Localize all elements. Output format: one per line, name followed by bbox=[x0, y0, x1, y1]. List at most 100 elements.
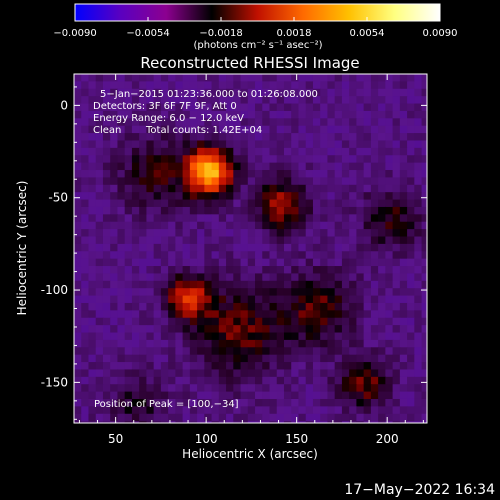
heatmap-cell bbox=[175, 81, 184, 90]
heatmap-cell bbox=[88, 384, 97, 393]
heatmap-cell bbox=[153, 221, 162, 230]
heatmap-cell bbox=[88, 273, 97, 282]
heatmap-cell bbox=[218, 221, 227, 230]
heatmap-cell bbox=[349, 332, 357, 341]
heatmap-cell bbox=[378, 317, 386, 326]
heatmap-cell bbox=[378, 177, 386, 186]
heatmap-cell bbox=[247, 325, 256, 334]
heatmap-cell bbox=[363, 347, 372, 356]
heatmap-cell bbox=[168, 170, 176, 179]
heatmap-cell bbox=[117, 266, 126, 275]
heatmap-cell bbox=[255, 162, 263, 171]
heatmap-cell bbox=[276, 103, 285, 112]
heatmap-cell bbox=[88, 170, 97, 179]
heatmap-cell bbox=[407, 243, 415, 252]
heatmap-cell bbox=[327, 376, 336, 385]
heatmap-cell bbox=[312, 406, 321, 415]
heatmap-cell bbox=[81, 96, 90, 105]
heatmap-cell bbox=[276, 266, 285, 275]
heatmap-cell bbox=[312, 384, 321, 393]
heatmap-cell bbox=[356, 384, 365, 393]
heatmap-cell bbox=[146, 421, 155, 423]
heatmap-cell bbox=[240, 362, 249, 371]
heatmap-cell bbox=[182, 266, 191, 275]
heatmap-cell bbox=[262, 170, 271, 179]
heatmap-cell bbox=[327, 103, 336, 112]
heatmap-cell bbox=[334, 110, 343, 119]
heatmap-cell bbox=[88, 280, 97, 289]
heatmap-cell bbox=[175, 413, 184, 422]
heatmap-cell bbox=[349, 354, 357, 363]
heatmap-cell bbox=[102, 258, 111, 267]
heatmap-cell bbox=[399, 421, 408, 423]
heatmap-cell bbox=[117, 406, 126, 415]
heatmap-cell bbox=[349, 251, 357, 260]
heatmap-cell bbox=[124, 214, 133, 223]
heatmap-cell bbox=[414, 295, 423, 304]
heatmap-cell bbox=[320, 347, 329, 356]
heatmap-cell bbox=[146, 236, 155, 245]
heatmap-cell bbox=[146, 96, 155, 105]
heatmap-cell bbox=[327, 88, 336, 97]
heatmap-cell bbox=[298, 406, 307, 415]
heatmap-cell bbox=[399, 325, 408, 334]
heatmap-cell bbox=[211, 376, 220, 385]
heatmap-cell bbox=[298, 162, 307, 171]
heatmap-cell bbox=[385, 325, 394, 334]
heatmap-cell bbox=[291, 302, 300, 311]
heatmap-cell bbox=[255, 229, 263, 238]
heatmap-cell bbox=[385, 177, 394, 186]
heatmap-cell bbox=[378, 354, 386, 363]
heatmap-cell bbox=[197, 192, 205, 201]
heatmap-cell bbox=[233, 310, 242, 319]
heatmap-cell bbox=[117, 170, 126, 179]
heatmap-cell bbox=[197, 155, 205, 164]
heatmap-cell bbox=[117, 214, 126, 223]
heatmap-cell bbox=[327, 206, 336, 215]
heatmap-cell bbox=[160, 214, 169, 223]
heatmap-cell bbox=[102, 103, 111, 112]
x-tick-label: 100 bbox=[195, 432, 218, 446]
heatmap-cell bbox=[414, 236, 423, 245]
heatmap-cell bbox=[399, 177, 408, 186]
heatmap-cell bbox=[81, 81, 90, 90]
heatmap-cell bbox=[211, 325, 220, 334]
heatmap-cell bbox=[189, 302, 198, 311]
heatmap-cell bbox=[320, 295, 329, 304]
heatmap-cell bbox=[211, 236, 220, 245]
heatmap-cell bbox=[399, 302, 408, 311]
heatmap-cell bbox=[356, 243, 365, 252]
heatmap-cell bbox=[146, 258, 155, 267]
heatmap-cell bbox=[334, 184, 343, 193]
heatmap-cell bbox=[153, 391, 162, 400]
heatmap-cell bbox=[407, 362, 415, 371]
heatmap-cell bbox=[74, 288, 82, 297]
heatmap-cell bbox=[283, 81, 292, 90]
heatmap-cell bbox=[276, 302, 285, 311]
heatmap-cell bbox=[95, 266, 104, 275]
heatmap-cell bbox=[276, 295, 285, 304]
heatmap-cell bbox=[320, 147, 329, 156]
heatmap-cell bbox=[139, 199, 148, 208]
heatmap-cell bbox=[218, 421, 227, 423]
heatmap-cell bbox=[175, 206, 184, 215]
heatmap-cell bbox=[233, 391, 242, 400]
heatmap-cell bbox=[226, 140, 234, 149]
heatmap-cell bbox=[399, 133, 408, 142]
heatmap-cell bbox=[95, 81, 104, 90]
heatmap-cell bbox=[378, 103, 386, 112]
heatmap-cell bbox=[247, 88, 256, 97]
heatmap-cell bbox=[414, 391, 423, 400]
heatmap-cell bbox=[168, 391, 176, 400]
heatmap-cell bbox=[320, 214, 329, 223]
heatmap-cell bbox=[349, 243, 357, 252]
heatmap-cell bbox=[240, 376, 249, 385]
heatmap-cell bbox=[334, 96, 343, 105]
heatmap-cell bbox=[283, 110, 292, 119]
heatmap-cell bbox=[189, 266, 198, 275]
heatmap-cell bbox=[320, 140, 329, 149]
heatmap-cell bbox=[305, 118, 314, 127]
heatmap-cell bbox=[240, 273, 249, 282]
heatmap-cell bbox=[363, 229, 372, 238]
heatmap-cell bbox=[341, 251, 350, 260]
